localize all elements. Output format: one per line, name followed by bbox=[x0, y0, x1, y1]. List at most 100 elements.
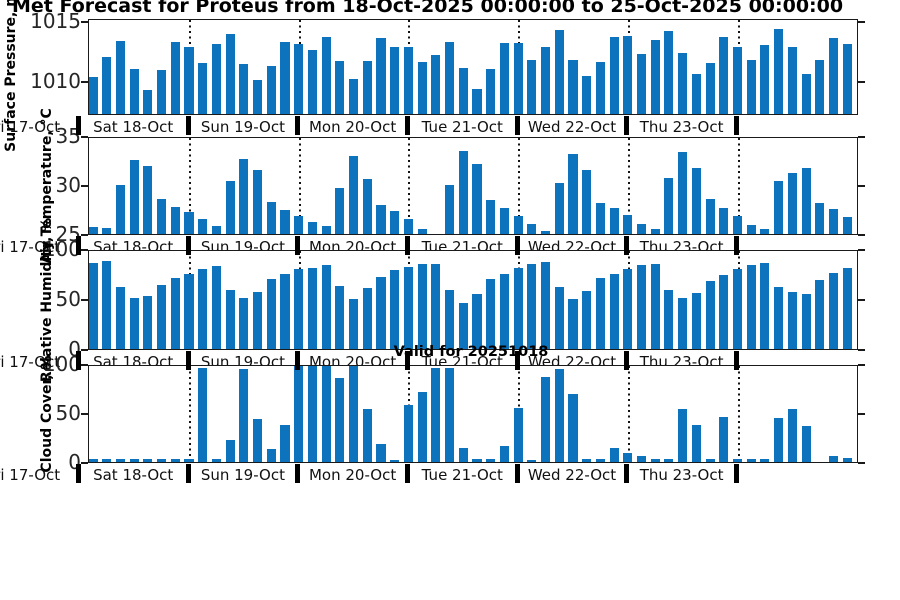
day-label: Sun 19-Oct bbox=[200, 466, 285, 484]
y-tick-mark-right bbox=[858, 21, 865, 23]
forecast-bar bbox=[89, 262, 98, 349]
forecast-bar bbox=[307, 267, 317, 349]
forecast-bar bbox=[253, 292, 263, 349]
y-tick-mark-left bbox=[81, 299, 88, 301]
forecast-bar bbox=[280, 41, 290, 114]
plot-area-4 bbox=[88, 365, 858, 463]
forecast-bar bbox=[335, 60, 345, 114]
forecast-bar bbox=[554, 183, 564, 234]
forecast-bar bbox=[513, 43, 523, 114]
day-boundary-tick bbox=[514, 464, 520, 483]
forecast-bar bbox=[595, 458, 605, 462]
forecast-bar bbox=[225, 33, 235, 114]
forecast-bar bbox=[815, 279, 825, 349]
forecast-bar bbox=[225, 440, 235, 462]
forecast-bar bbox=[143, 166, 153, 234]
forecast-bar bbox=[472, 89, 482, 114]
y-tick-mark-right bbox=[858, 299, 865, 301]
forecast-bar bbox=[540, 376, 551, 462]
forecast-bar bbox=[842, 44, 852, 114]
forecast-bar bbox=[705, 63, 715, 114]
y-tick-mark-left bbox=[81, 413, 88, 415]
forecast-bar bbox=[403, 404, 413, 462]
y-tick-mark-right bbox=[858, 349, 865, 351]
forecast-bar bbox=[129, 298, 139, 349]
forecast-bar bbox=[211, 458, 221, 462]
forecast-bar bbox=[486, 278, 496, 349]
day-boundary-gridline bbox=[627, 366, 630, 462]
forecast-bar bbox=[609, 273, 619, 349]
forecast-bar bbox=[609, 448, 619, 462]
forecast-bar bbox=[595, 202, 605, 234]
forecast-bar bbox=[335, 285, 345, 349]
forecast-bar bbox=[157, 284, 167, 349]
forecast-bar bbox=[403, 46, 413, 114]
forecast-bar bbox=[678, 298, 688, 349]
forecast-bar bbox=[760, 458, 770, 462]
forecast-bar bbox=[746, 59, 756, 114]
forecast-bar bbox=[472, 294, 482, 349]
day-label: Wed 22-Oct bbox=[527, 118, 617, 136]
forecast-bar bbox=[801, 425, 811, 462]
forecast-bar bbox=[691, 167, 701, 234]
forecast-bar bbox=[321, 366, 331, 462]
forecast-bar bbox=[129, 69, 139, 114]
forecast-bar bbox=[472, 458, 482, 462]
day-label: Wed 22-Oct bbox=[527, 466, 617, 484]
day-boundary-tick bbox=[734, 236, 739, 255]
y-tick-mark-left bbox=[81, 234, 88, 236]
forecast-bar bbox=[787, 46, 797, 114]
y-tick-mark-right bbox=[858, 136, 865, 138]
forecast-bar bbox=[664, 31, 674, 114]
forecast-bar bbox=[335, 188, 345, 234]
forecast-bar bbox=[348, 366, 359, 462]
forecast-bar bbox=[321, 37, 331, 114]
forecast-bar bbox=[376, 444, 386, 462]
y-tick-label: 100 bbox=[42, 237, 81, 261]
forecast-bar bbox=[362, 60, 372, 114]
forecast-bar bbox=[801, 73, 811, 114]
forecast-bar bbox=[650, 39, 660, 114]
forecast-bar bbox=[746, 458, 756, 462]
forecast-bar bbox=[458, 67, 468, 114]
forecast-bar bbox=[582, 76, 592, 114]
day-boundary-tick bbox=[75, 351, 81, 370]
forecast-bar bbox=[348, 78, 359, 114]
day-boundary-tick bbox=[185, 236, 191, 255]
forecast-bar bbox=[184, 212, 194, 234]
forecast-bar bbox=[115, 185, 125, 234]
forecast-bar bbox=[732, 268, 743, 349]
forecast-bar bbox=[842, 217, 852, 234]
y-tick-label: 50 bbox=[55, 401, 81, 425]
forecast-bar bbox=[678, 408, 688, 462]
forecast-bar bbox=[705, 280, 715, 349]
forecast-bar bbox=[89, 77, 98, 114]
forecast-bar bbox=[787, 409, 797, 462]
forecast-bar bbox=[540, 46, 551, 114]
forecast-bar bbox=[348, 156, 359, 234]
day-boundary-tick bbox=[295, 236, 301, 255]
forecast-bar bbox=[787, 292, 797, 349]
forecast-bar bbox=[115, 40, 125, 114]
day-boundary-tick bbox=[404, 236, 410, 255]
forecast-bar bbox=[294, 44, 304, 114]
forecast-bar bbox=[801, 167, 811, 234]
forecast-bar bbox=[623, 215, 633, 234]
forecast-bar bbox=[89, 226, 98, 234]
forecast-bar bbox=[582, 458, 592, 462]
forecast-bar bbox=[362, 178, 372, 234]
forecast-bar bbox=[115, 458, 125, 462]
forecast-bar bbox=[513, 407, 523, 462]
forecast-bar bbox=[568, 299, 578, 349]
day-boundary-gridline bbox=[298, 138, 301, 234]
day-boundary-gridline bbox=[627, 138, 630, 234]
forecast-bar bbox=[815, 59, 825, 114]
forecast-bar bbox=[664, 458, 674, 462]
forecast-bar bbox=[239, 159, 249, 234]
forecast-bar bbox=[170, 41, 180, 114]
forecast-bar bbox=[623, 35, 633, 114]
forecast-bar bbox=[828, 455, 839, 462]
forecast-bar bbox=[527, 263, 537, 349]
day-boundary-tick bbox=[295, 351, 301, 370]
forecast-bar bbox=[842, 457, 852, 462]
